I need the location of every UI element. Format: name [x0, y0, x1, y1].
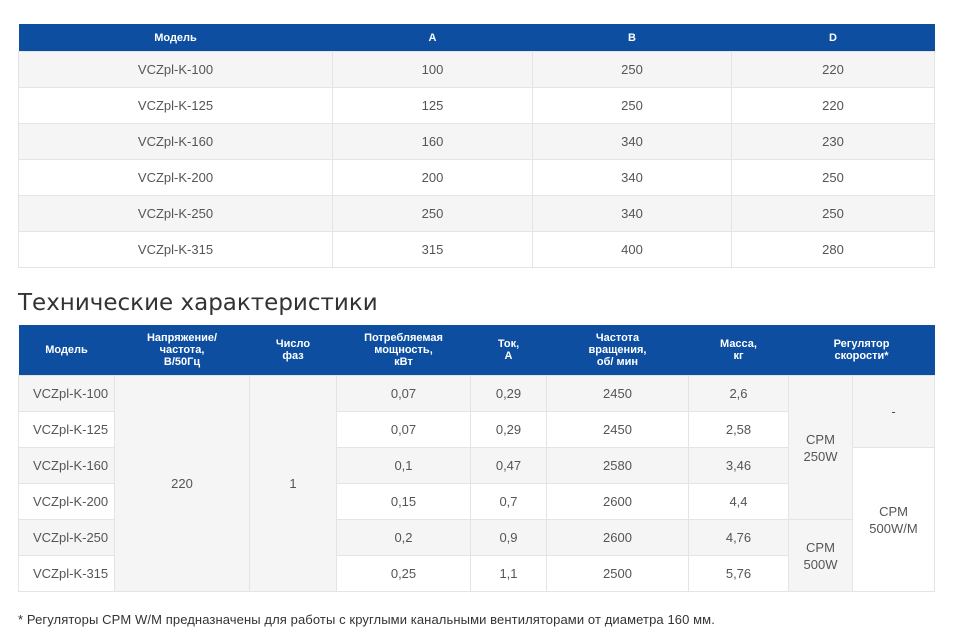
d-cell: 250: [731, 195, 935, 232]
d-cell: 250: [731, 159, 935, 196]
b-cell: 340: [532, 123, 732, 160]
regulator-none: -: [851, 375, 936, 448]
regulator-cpm-500w: CPM 500W: [788, 519, 853, 592]
col-header-b: B: [532, 24, 732, 52]
d-cell: 280: [731, 231, 935, 268]
a-cell: 160: [332, 123, 533, 160]
table-row: VCZpl-K-125 0,07 0,29 2450 2,58: [18, 411, 935, 448]
d-cell: 230: [731, 123, 935, 160]
b-cell: 340: [532, 159, 732, 196]
specs-table: Модель Напряжение/частота, В/50Гц Число фа…: [18, 325, 936, 592]
voltage-cell: 220: [114, 375, 250, 592]
dimensions-table: Модель A B D VCZpl-K-100 100 250 220 VCZ…: [18, 24, 935, 268]
power-cell: 0,15: [336, 483, 471, 520]
table-row: VCZpl-K-250 250 340 250: [18, 195, 935, 232]
model-cell: VCZpl-K-250: [18, 519, 115, 556]
col-header-phases: Число фаз: [249, 325, 337, 376]
current-cell: 0,7: [470, 483, 547, 520]
b-cell: 340: [532, 195, 732, 232]
mass-cell: 2,58: [688, 411, 789, 448]
speed-cell: 2450: [546, 411, 689, 448]
speed-cell: 2600: [546, 483, 689, 520]
table-row: VCZpl-K-160 160 340 230: [18, 123, 935, 160]
specs-heading: Технические характеристики: [18, 290, 378, 316]
table-row: VCZpl-K-200 200 340 250: [18, 159, 935, 196]
power-cell: 0,1: [336, 447, 471, 484]
a-cell: 125: [332, 87, 533, 124]
b-cell: 400: [532, 231, 732, 268]
a-cell: 100: [332, 51, 533, 88]
b-cell: 250: [532, 87, 732, 124]
speed-cell: 2500: [546, 555, 689, 592]
a-cell: 315: [332, 231, 533, 268]
col-header-regulator: Регулятор скорости*: [788, 325, 935, 376]
col-header-model: Модель: [18, 24, 333, 52]
col-header-speed: Частота вращения, об/ мин: [546, 325, 689, 376]
mass-cell: 4,4: [688, 483, 789, 520]
model-cell: VCZpl-K-160: [18, 447, 115, 484]
b-cell: 250: [532, 51, 732, 88]
table-row: VCZpl-K-100 220 1 0,07 0,29 2450 2,6 CPM…: [18, 375, 936, 592]
table-row: VCZpl-K-315 315 400 280: [18, 231, 935, 268]
power-cell: 0,07: [336, 411, 471, 448]
current-cell: 0,29: [470, 375, 547, 412]
regulator-cpm-250w: CPM 250W: [788, 375, 853, 520]
specs-header-row: Модель Напряжение/частота, В/50Гц Число фа…: [18, 325, 935, 376]
col-header-mass: Масса, кг: [688, 325, 789, 376]
mass-cell: 4,76: [688, 519, 789, 556]
footnote: * Регуляторы CPM W/M предназначены для р…: [18, 612, 715, 627]
table-row: VCZpl-K-160 0,1 0,47 2580 3,46 CPM 500W/M: [18, 447, 936, 592]
mass-cell: 5,76: [688, 555, 789, 592]
col-header-current: Ток, А: [470, 325, 547, 376]
col-header-d: D: [731, 24, 935, 52]
mass-cell: 3,46: [688, 447, 789, 484]
current-cell: 0,47: [470, 447, 547, 484]
model-cell: VCZpl-K-200: [18, 483, 115, 520]
power-cell: 0,07: [336, 375, 471, 412]
col-header-voltage: Напряжение/частота, В/50Гц: [114, 325, 250, 376]
model-cell: VCZpl-K-125: [18, 411, 115, 448]
power-cell: 0,2: [336, 519, 471, 556]
model-cell: VCZpl-K-100: [18, 375, 115, 412]
dimensions-header-row: Модель A B D: [18, 24, 935, 52]
current-cell: 0,29: [470, 411, 547, 448]
table-row: VCZpl-K-250 0,2 0,9 2600 4,76 CPM 500W: [18, 519, 935, 592]
power-cell: 0,25: [336, 555, 471, 592]
current-cell: 0,9: [470, 519, 547, 556]
model-cell: VCZpl-K-250: [18, 195, 333, 232]
model-cell: VCZpl-K-315: [18, 555, 115, 592]
model-cell: VCZpl-K-100: [18, 51, 333, 88]
phases-cell: 1: [249, 375, 337, 592]
model-cell: VCZpl-K-125: [18, 87, 333, 124]
model-cell: VCZpl-K-200: [18, 159, 333, 196]
speed-cell: 2450: [546, 375, 689, 412]
table-row: VCZpl-K-315 0,25 1,1 2500 5,76: [18, 555, 935, 592]
table-row: VCZpl-K-200 0,15 0,7 2600 4,4: [18, 483, 935, 520]
model-cell: VCZpl-K-160: [18, 123, 333, 160]
a-cell: 200: [332, 159, 533, 196]
d-cell: 220: [731, 87, 935, 124]
mass-cell: 2,6: [688, 375, 789, 412]
speed-cell: 2600: [546, 519, 689, 556]
a-cell: 250: [332, 195, 533, 232]
table-row: VCZpl-K-100 100 250 220: [18, 51, 935, 88]
col-header-model: Модель: [18, 325, 115, 376]
model-cell: VCZpl-K-315: [18, 231, 333, 268]
regulator-cpm-500wm: CPM 500W/M: [851, 447, 936, 592]
col-header-a: A: [332, 24, 533, 52]
table-row: VCZpl-K-125 125 250 220: [18, 87, 935, 124]
d-cell: 220: [731, 51, 935, 88]
current-cell: 1,1: [470, 555, 547, 592]
col-header-power: Потребляемая мощность, кВт: [336, 325, 471, 376]
speed-cell: 2580: [546, 447, 689, 484]
